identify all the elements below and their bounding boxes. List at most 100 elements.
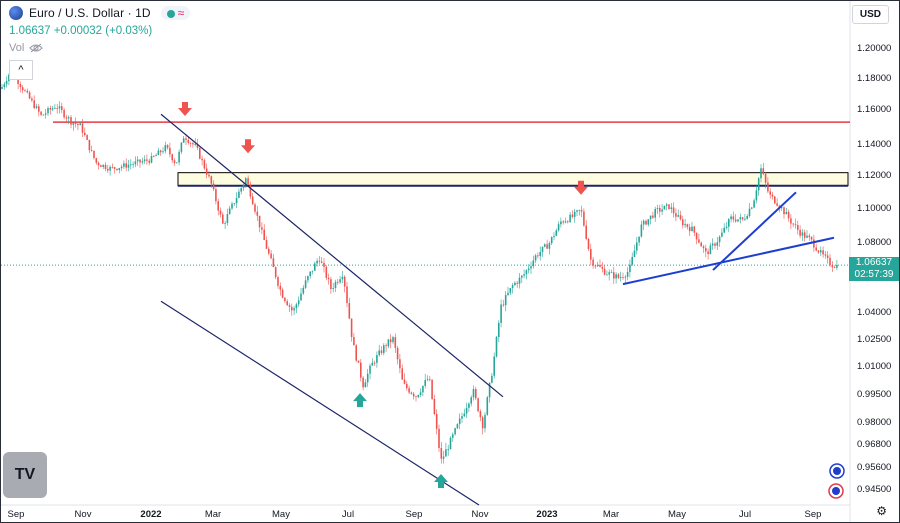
candle-body (77, 123, 79, 126)
candle-body (178, 151, 180, 163)
candle-body (488, 382, 491, 398)
candle-body (435, 413, 438, 429)
candle-body (728, 219, 730, 227)
candle-body (134, 161, 137, 165)
candle-body (318, 260, 321, 262)
candle-body (408, 388, 410, 393)
candle-body (557, 224, 560, 231)
candle-body (553, 235, 555, 237)
candle-body (54, 108, 56, 110)
candle-body (203, 160, 206, 169)
candle-body (541, 246, 544, 252)
candle-body (617, 274, 620, 278)
candle-body (544, 244, 546, 247)
candle-body (316, 260, 318, 264)
candle-body (822, 250, 824, 255)
candle-body (371, 362, 374, 366)
y-tick-label: 1.08000 (857, 237, 891, 248)
market-status-pill[interactable]: ≈ (160, 6, 191, 20)
gear-icon[interactable]: ⚙ (876, 504, 887, 518)
candle-body (504, 295, 507, 306)
candle-body (470, 397, 472, 404)
candle-body (486, 397, 489, 415)
candle-body (484, 414, 486, 429)
candle-body (642, 220, 645, 225)
candle-body (769, 191, 771, 195)
candle-body (677, 215, 679, 217)
candle-body (176, 162, 178, 164)
symbol-title[interactable]: Euro / U.S. Dollar · 1D (29, 6, 151, 20)
candle-body (780, 207, 783, 209)
candle-body (31, 98, 33, 101)
candle-body (594, 265, 597, 267)
candle-body (509, 288, 512, 293)
x-tick-label: Nov (472, 509, 489, 520)
candle-body (254, 204, 256, 212)
candle-body (293, 308, 295, 311)
candle-body (263, 229, 265, 241)
channel-lower-line[interactable] (160, 300, 480, 506)
channel-upper-line[interactable] (160, 113, 504, 398)
candle-body (511, 285, 514, 289)
candle-body (516, 282, 518, 284)
currency-button[interactable]: USD (851, 5, 889, 24)
eye-hidden-icon[interactable] (29, 43, 44, 53)
candle-body (438, 428, 440, 448)
x-tick-label: Sep (406, 509, 423, 520)
candle-body (698, 239, 700, 243)
candle-body (774, 196, 776, 204)
x-tick-label: Mar (603, 509, 619, 520)
candle-body (337, 281, 339, 283)
candle-body (534, 255, 537, 261)
candle-body (723, 227, 725, 233)
candle-body (217, 201, 219, 211)
candle-body (808, 235, 811, 238)
candle-body (548, 243, 551, 249)
candle-body (833, 267, 836, 268)
chevron-up-icon[interactable]: ^ (9, 60, 33, 80)
candle-body (348, 303, 351, 319)
candle-body (212, 183, 215, 190)
candle-body (746, 216, 748, 219)
candle-body (127, 164, 130, 168)
candle-body (700, 242, 702, 247)
candle-body (325, 266, 328, 278)
y-tick-label: 0.96800 (857, 439, 891, 450)
candle-body (744, 218, 746, 220)
volume-indicator[interactable]: Vol (9, 42, 190, 54)
candle-body (753, 200, 755, 208)
candle-body (440, 447, 443, 459)
candle-body (215, 189, 217, 202)
candle-body (274, 267, 277, 278)
candle-body (481, 417, 484, 429)
candle-body (626, 272, 629, 277)
candle-body (477, 398, 479, 412)
candle-body (576, 210, 578, 212)
wedge-upper-line[interactable] (712, 191, 797, 271)
candle-body (771, 194, 774, 197)
candle-body (235, 197, 238, 204)
candle-body (463, 413, 466, 417)
resistance-zone[interactable] (177, 172, 849, 187)
candle-body (130, 164, 132, 166)
candle-body (578, 209, 581, 211)
candle-body (72, 122, 75, 125)
candle-body (182, 138, 185, 143)
candle-body (475, 389, 477, 399)
candle-body (148, 160, 150, 163)
down-arrow-icon (178, 102, 192, 116)
candle-body (601, 266, 604, 269)
candle-body (682, 219, 684, 226)
candle-body (675, 213, 677, 217)
wedge-lower-line[interactable] (622, 236, 835, 286)
x-tick-label: Mar (205, 509, 221, 520)
candle-body (24, 90, 26, 92)
candle-body (647, 219, 650, 225)
candle-body (693, 226, 696, 233)
candle-body (304, 280, 307, 288)
candle-body (65, 117, 68, 119)
candle-body (645, 220, 647, 225)
tradingview-logo-icon[interactable]: TV (3, 452, 47, 498)
